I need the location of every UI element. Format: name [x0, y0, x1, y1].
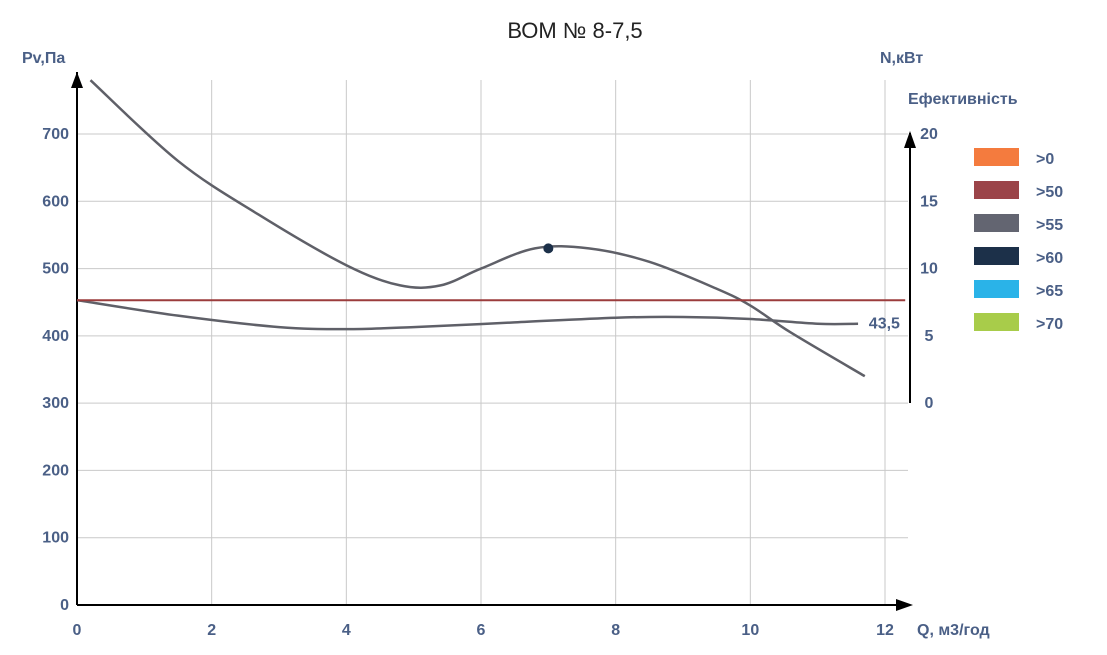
- axes: [71, 72, 916, 611]
- legend-item: >60: [974, 247, 1094, 280]
- series-lines: [76, 79, 906, 378]
- y-right-tick-label: 5: [925, 328, 934, 345]
- y-left-tick-label: 0: [60, 597, 69, 614]
- y-axis-right-label: N,кВт: [880, 50, 923, 67]
- series-line-1: [89, 79, 866, 378]
- grid: [77, 80, 908, 605]
- x-tick-label: 8: [611, 622, 620, 639]
- legend-item: >0: [974, 148, 1094, 181]
- y-left-tick-label: 400: [42, 328, 69, 345]
- y-axis-left-arrow: [71, 72, 83, 88]
- x-tick-label: 12: [876, 622, 894, 639]
- legend-label: >65: [1036, 283, 1064, 300]
- legend-swatch: [974, 280, 1019, 298]
- y-left-tick-label: 200: [42, 462, 69, 479]
- legend-label: >55: [1036, 217, 1064, 234]
- legend-item: >70: [974, 313, 1094, 346]
- y-right-tick-label: 20: [920, 126, 938, 143]
- legend-label: >70: [1036, 316, 1064, 333]
- legend-label: >60: [1036, 250, 1064, 267]
- marks: 43,5: [543, 243, 900, 332]
- legend-item: >50: [974, 181, 1094, 214]
- y-left-tick-label: 100: [42, 530, 69, 547]
- y-axis-right-arrow: [904, 131, 916, 148]
- x-tick-label: 6: [477, 622, 486, 639]
- x-tick-label: 0: [73, 622, 82, 639]
- legend-title: Ефективність: [908, 91, 1018, 108]
- legend-swatch: [974, 214, 1019, 232]
- y-left-tick-label: 700: [42, 126, 69, 143]
- y-axis-left-label: Pv,Па: [22, 50, 65, 67]
- x-axis-arrow: [896, 599, 913, 611]
- legend-swatch: [974, 247, 1019, 265]
- y-right-tick-label: 0: [925, 395, 934, 412]
- x-axis-label: Q, м3/год: [917, 622, 990, 639]
- x-tick-label: 4: [342, 622, 351, 639]
- chart-title: ВОМ № 8-7,5: [507, 18, 643, 43]
- legend-item: >55: [974, 214, 1094, 247]
- x-tick-label: 10: [741, 622, 759, 639]
- legend-swatch: [974, 313, 1019, 331]
- legend: >0 >50 >55 >60 >65 >70: [974, 148, 1094, 346]
- legend-item: >65: [974, 280, 1094, 313]
- legend-swatch: [974, 181, 1019, 199]
- x-tick-label: 2: [207, 622, 216, 639]
- y-left-tick-label: 600: [42, 193, 69, 210]
- annotation-label: 43,5: [869, 315, 900, 332]
- series-line-2: [76, 298, 859, 331]
- legend-label: >0: [1036, 151, 1055, 168]
- y-right-tick-label: 15: [920, 193, 938, 210]
- y-left-tick-label: 300: [42, 395, 69, 412]
- y-right-tick-label: 10: [920, 261, 938, 278]
- legend-swatch: [974, 148, 1019, 166]
- y-left-tick-label: 500: [42, 261, 69, 278]
- legend-label: >50: [1036, 184, 1064, 201]
- tick-labels: 0 2 4 6 8 10 12 0 100 200 300 400 500 600 700 0 5 10 15 20: [42, 126, 938, 639]
- operating-point-marker: [543, 243, 554, 254]
